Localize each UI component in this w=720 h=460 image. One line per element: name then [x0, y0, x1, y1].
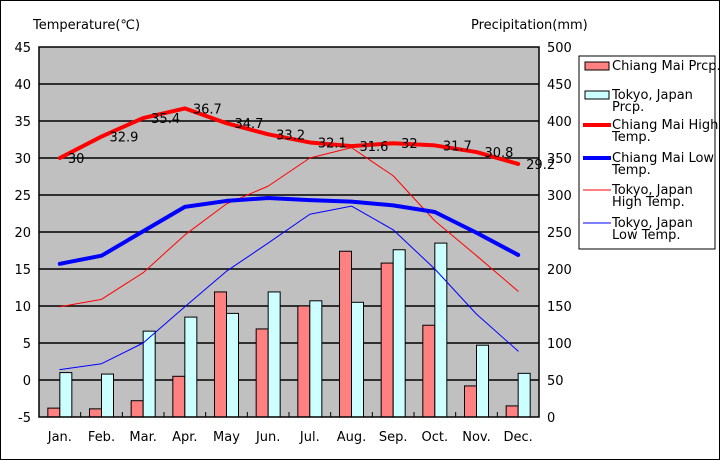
data-label: 30	[68, 152, 85, 167]
line-tokyo-japan-low-temp-	[59, 205, 519, 371]
bar-chiangmai	[89, 408, 102, 418]
line-tokyo-japan-high-temp-	[59, 147, 519, 308]
legend-box	[578, 55, 716, 250]
legend-swatch	[584, 61, 610, 71]
legend-label: High Temp.	[612, 195, 685, 210]
legend-label: Tokyo, Japan	[611, 216, 693, 231]
legend-label: Prcp.	[612, 100, 644, 115]
bar-chiangmai	[130, 400, 144, 418]
x-tick-label: Jun.	[255, 430, 280, 445]
bar-chiangmai	[255, 328, 269, 418]
bar-tokyo	[142, 330, 156, 418]
bar-tokyo	[476, 344, 489, 418]
bar-tokyo	[184, 316, 198, 418]
data-label: 36.7	[193, 102, 222, 117]
x-tick-label: Nov.	[462, 430, 491, 445]
x-tick-label: May	[213, 430, 240, 445]
legend-label: Tokyo, Japan	[611, 183, 693, 198]
left-tick-label: 5	[23, 337, 31, 352]
line-chiang-mai-high-temp-	[57, 106, 521, 166]
data-label: 32.1	[318, 136, 347, 151]
data-label: 31.6	[360, 140, 389, 155]
line-chiang-mai-low-temp-	[57, 195, 521, 266]
bar-tokyo	[59, 372, 73, 418]
right-tick-label: 500	[547, 41, 572, 56]
right-tick-label: 150	[547, 300, 572, 315]
left-tick-label: -5	[18, 411, 31, 426]
left-tick-label: 25	[14, 189, 31, 204]
bar-tokyo	[226, 312, 239, 418]
left-tick-label: 35	[14, 115, 31, 130]
bar-chiangmai	[422, 324, 436, 418]
legend-label: Temp.	[611, 163, 651, 178]
left-axis-title: Temperature(℃)	[32, 18, 140, 33]
bar-chiangmai	[47, 407, 61, 418]
left-tick-label: 30	[14, 152, 31, 167]
plot-border	[38, 46, 540, 418]
right-tick-label: 350	[547, 152, 572, 167]
bar-chiangmai	[339, 250, 352, 418]
bar-tokyo	[351, 301, 364, 418]
bar-chiangmai	[505, 405, 519, 418]
data-label: 33.2	[276, 128, 305, 143]
legend-label: Chiang Mai Low	[612, 151, 714, 166]
legend-label: Chiang Mai Prcp.	[612, 59, 719, 74]
right-tick-label: 250	[547, 226, 572, 241]
legend-label: Tokyo, Japan	[611, 88, 693, 103]
legend-label: Chiang Mai High	[612, 118, 718, 133]
x-tick-label: Jul.	[299, 430, 320, 445]
right-axis-title: Precipitation(mm)	[471, 18, 588, 33]
x-tick-label: Jan.	[47, 430, 72, 445]
data-label: 30.8	[485, 146, 514, 161]
x-tick-label: Oct.	[422, 430, 449, 445]
x-tick-label: Feb.	[88, 430, 115, 445]
left-tick-label: 0	[23, 374, 31, 389]
x-tick-label: Mar.	[129, 430, 156, 445]
data-label: 32.9	[110, 131, 139, 146]
bar-chiangmai	[464, 385, 477, 418]
bar-tokyo	[309, 300, 323, 418]
bar-tokyo	[517, 372, 531, 418]
right-tick-label: 300	[547, 189, 572, 204]
bar-chiangmai	[380, 262, 394, 418]
bar-tokyo	[267, 291, 281, 418]
bar-chiangmai	[297, 305, 311, 418]
legend-label: Temp.	[611, 130, 651, 145]
left-tick-label: 20	[14, 226, 31, 241]
data-label: 34.7	[235, 117, 264, 132]
legend-swatch	[584, 90, 610, 100]
x-tick-label: Aug.	[337, 430, 367, 445]
left-tick-label: 15	[14, 263, 31, 278]
x-tick-label: Dec.	[504, 430, 533, 445]
bar-chiangmai	[214, 291, 227, 418]
bar-tokyo	[434, 242, 448, 418]
right-tick-label: 0	[547, 411, 555, 426]
right-tick-label: 450	[547, 78, 572, 93]
right-tick-label: 200	[547, 263, 572, 278]
right-tick-label: 50	[547, 374, 564, 389]
x-tick-label: Apr.	[172, 430, 197, 445]
right-tick-label: 100	[547, 337, 572, 352]
bar-tokyo	[101, 373, 114, 418]
left-tick-label: 10	[14, 300, 31, 315]
data-label: 35.4	[151, 112, 180, 127]
data-label: 29.2	[526, 158, 555, 173]
left-tick-label: 40	[14, 78, 31, 93]
data-label: 32	[401, 137, 418, 152]
left-tick-label: 45	[14, 41, 31, 56]
right-tick-label: 400	[547, 115, 572, 130]
data-label: 31.7	[443, 139, 472, 154]
bar-chiangmai	[172, 375, 186, 418]
bar-tokyo	[392, 249, 406, 418]
x-tick-label: Sep.	[379, 430, 408, 445]
legend-label: Low Temp.	[612, 228, 681, 243]
